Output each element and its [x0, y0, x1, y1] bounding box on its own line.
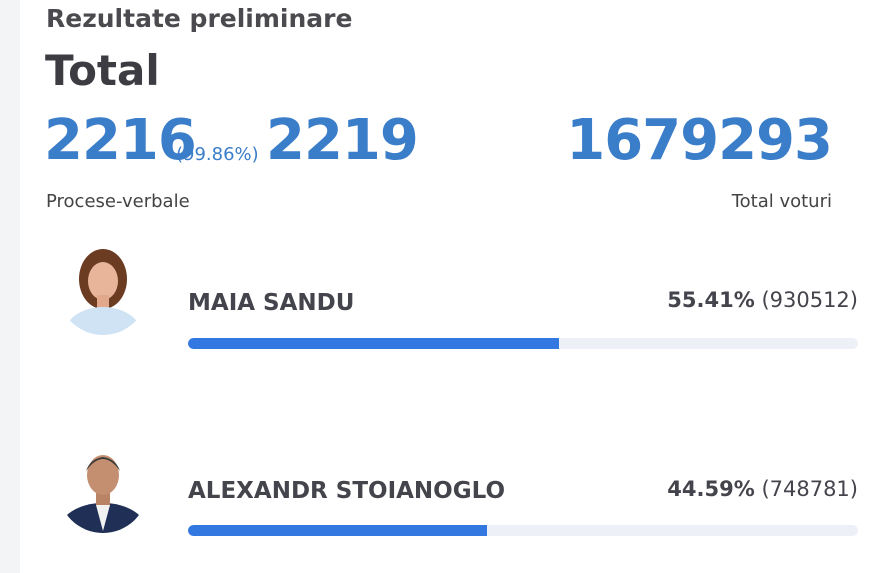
candidate-photo [58, 443, 148, 533]
reports-label: Procese-verbale [46, 191, 190, 212]
votes-label: Total voturi [731, 191, 832, 212]
percent: 44.59% [667, 477, 755, 501]
subtitle: Rezultate preliminare [46, 4, 353, 33]
candidate-result: 44.59% (748781) [667, 477, 858, 501]
total-votes: 1679293 [566, 108, 833, 173]
results-card: Rezultate preliminare Total 2216 (99.86%… [20, 0, 894, 573]
votes: (930512) [761, 288, 858, 312]
total-reports: 2219 [266, 108, 419, 173]
progress-bar [188, 338, 560, 349]
progress-track [188, 338, 858, 349]
candidate-name: MAIA SANDU [188, 290, 355, 316]
counted: 2216 [44, 108, 197, 173]
progress-track [188, 525, 858, 536]
counted-percent: (99.86%) [176, 144, 259, 165]
candidate-photo [58, 245, 148, 335]
title: Total [45, 46, 160, 95]
progress-bar [188, 525, 487, 536]
votes: (748781) [761, 477, 858, 501]
percent: 55.41% [667, 288, 755, 312]
candidate-name: ALEXANDR STOIANOGLO [188, 478, 505, 504]
candidate-result: 55.41% (930512) [667, 288, 858, 312]
